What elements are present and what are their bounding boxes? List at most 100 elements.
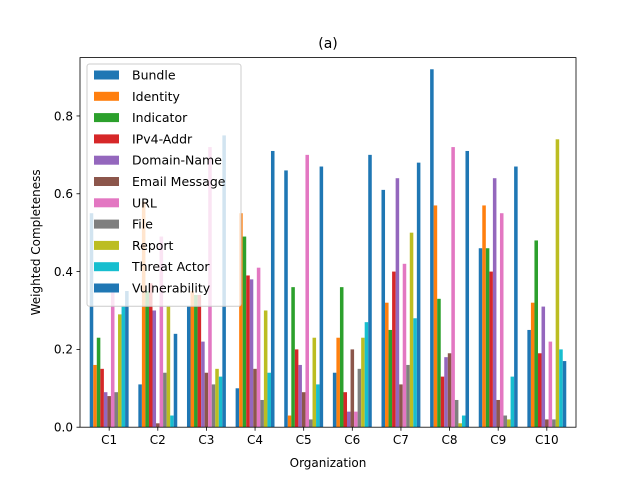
bar-bundle-c2: [138, 384, 142, 428]
bar-url-c6: [354, 411, 358, 428]
bar-indicator-c5: [291, 287, 295, 428]
y-tick-label-3: 0.6: [54, 187, 73, 201]
bar-indicator-c6: [339, 287, 344, 428]
bar-bundle-c8: [430, 69, 434, 428]
bar-domain-name-c1: [103, 392, 108, 428]
bar-domain-name-c4: [249, 279, 254, 428]
bar-file-c5: [308, 419, 313, 428]
bar-identity-c7: [385, 302, 389, 428]
y-tick-label-2: 0.4: [54, 265, 73, 279]
bar-url-c5: [305, 154, 309, 428]
x-tick-label-c8: C8: [442, 433, 458, 447]
bar-email-message-c9: [496, 399, 500, 428]
bar-vulnerability-c9: [514, 166, 518, 428]
bar-indicator-c8: [437, 298, 441, 428]
bar-ipv4-addr-c7: [392, 271, 396, 428]
bar-identity-c3: [190, 291, 195, 428]
bar-indicator-c10: [534, 240, 538, 428]
x-axis-label: Organization: [290, 456, 367, 470]
bar-indicator-c3: [194, 294, 198, 428]
bar-report-c7: [409, 232, 414, 428]
bar-bundle-c4: [235, 388, 240, 428]
x-axis: C1 C2 C3 C4 C5 C6 C7 C8 C9 C10: [101, 427, 559, 447]
bar-bundle-c6: [332, 372, 337, 428]
y-tick-label-1: 0.2: [54, 343, 73, 357]
bar-threat-actor-c8: [461, 415, 466, 428]
bar-file-c7: [406, 364, 410, 428]
legend-swatch-report: [94, 240, 119, 250]
bar-vulnerability-c4: [270, 150, 275, 428]
bar-report-c9: [507, 419, 511, 428]
bar-vulnerability-c5: [319, 166, 324, 428]
legend-swatch-vulnerability: [94, 283, 119, 293]
bar-identity-c1: [93, 364, 97, 428]
bar-url-c9: [499, 213, 504, 428]
bar-indicator-c9: [485, 248, 490, 428]
x-tick-label-c6: C6: [344, 433, 360, 447]
bar-identity-c9: [482, 205, 486, 428]
bar-identity-c4: [239, 213, 243, 428]
bar-email-message-c1: [107, 396, 111, 428]
legend-swatch-email-message: [94, 177, 119, 186]
legend: Bundle Identity Indicator IPv4-Addr Domain-N…: [86, 63, 242, 307]
legend-label-report: Report: [132, 238, 174, 253]
bar-file-c2: [163, 372, 167, 428]
bar-file-c8: [454, 399, 459, 428]
bar-url-c1: [110, 287, 115, 428]
bar-domain-name-c6: [347, 411, 351, 428]
chart-title: (a): [318, 36, 338, 52]
bar-threat-actor-c4: [267, 372, 271, 428]
bar-bundle-c10: [527, 329, 531, 428]
legend-label-ipv4-addr: IPv4-Addr: [132, 131, 193, 146]
bar-email-message-c4: [253, 368, 257, 428]
bar-report-c2: [166, 306, 171, 428]
bar-email-message-c8: [447, 353, 452, 428]
x-tick-label-c10: C10: [535, 433, 559, 447]
legend-label-email-message: Email Message: [132, 174, 226, 189]
legend-label-domain-name: Domain-Name: [132, 153, 222, 168]
bar-threat-actor-c2: [170, 415, 174, 428]
x-tick-label-c5: C5: [296, 433, 312, 447]
bar-indicator-c4: [242, 236, 247, 428]
bar-report-c3: [215, 368, 219, 428]
x-tick-label-c2: C2: [150, 433, 166, 447]
bar-file-c6: [357, 368, 362, 428]
y-tick-label-4: 0.8: [54, 109, 73, 123]
bar-ipv4-addr-c1: [100, 368, 104, 428]
bar-domain-name-c7: [395, 178, 400, 428]
bar-domain-name-c9: [492, 178, 497, 428]
bar-ipv4-addr-c2: [148, 283, 153, 428]
bar-file-c1: [114, 392, 119, 428]
bar-url-c8: [451, 147, 455, 428]
bar-threat-actor-c1: [121, 306, 126, 428]
bar-threat-actor-c7: [413, 318, 417, 428]
bar-bundle-c3: [186, 306, 191, 428]
bar-report-c5: [312, 337, 317, 428]
bar-url-c2: [159, 236, 164, 428]
legend-label-identity: Identity: [132, 89, 181, 104]
x-tick-label-c9: C9: [490, 433, 506, 447]
bar-email-message-c7: [399, 384, 403, 428]
legend-swatch-ipv4-addr: [94, 134, 119, 144]
bar-domain-name-c8: [444, 357, 448, 428]
bar-indicator-c1: [96, 337, 101, 428]
bar-file-c9: [503, 415, 508, 428]
legend-label-file: File: [132, 217, 153, 232]
bar-indicator-c2: [145, 291, 149, 428]
legend-swatch-threat-actor: [94, 262, 119, 272]
bar-vulnerability-c7: [416, 162, 421, 428]
bar-threat-actor-c3: [218, 376, 223, 428]
bar-email-message-c2: [156, 423, 160, 428]
bar-email-message-c3: [204, 372, 209, 428]
bar-file-c4: [260, 399, 264, 428]
bar-ipv4-addr-c9: [489, 271, 493, 428]
bar-vulnerability-c2: [173, 333, 178, 428]
bar-ipv4-addr-c6: [343, 392, 348, 428]
bar-ipv4-addr-c5: [294, 349, 299, 428]
bar-email-message-c5: [301, 392, 306, 428]
bar-report-c1: [118, 314, 122, 428]
bar-domain-name-c2: [152, 310, 157, 428]
legend-box: [86, 63, 242, 307]
y-axis: 0.0 0.2 0.4 0.6 0.8: [54, 109, 80, 435]
y-tick-label-0: 0.0: [54, 421, 73, 435]
